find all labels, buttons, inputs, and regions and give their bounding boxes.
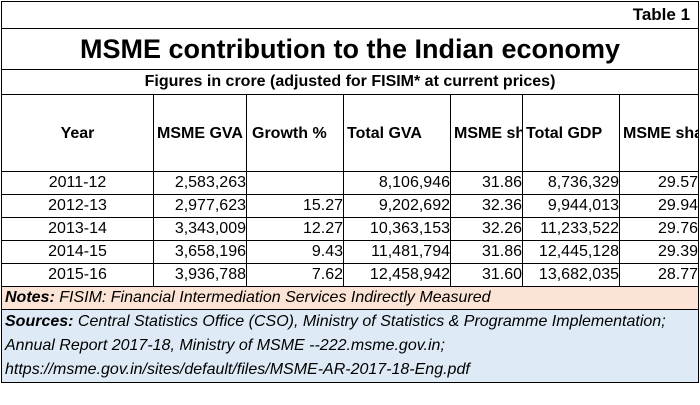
cell-total-gva: 11,481,794 [343, 240, 451, 264]
cell-total-gdp: 8,736,329 [522, 171, 620, 195]
cell-total-gdp: 11,233,522 [522, 217, 620, 241]
cell-growth: 9.43 [246, 240, 344, 264]
header-year: Year [1, 94, 154, 172]
cell-total-gdp: 13,682,035 [522, 263, 620, 287]
header-total-gdp: Total GDP [522, 94, 620, 172]
header-msme-share-gva: MSME share in GVA (%) [450, 94, 523, 172]
cell-total-gva: 10,363,153 [343, 217, 451, 241]
cell-msme-gva: 2,583,263 [153, 171, 247, 195]
cell-year: 2014-15 [1, 240, 154, 264]
cell-share-gva: 31.60 [450, 263, 523, 287]
cell-total-gva: 8,106,946 [343, 171, 451, 195]
sources-label: Sources: [5, 313, 74, 330]
header-total-gva: Total GVA [343, 94, 451, 172]
cell-share-gdp: 29.76 [618, 217, 700, 241]
table-row: 2011-12 2,583,263 8,106,946 31.86 8,736,… [1, 171, 700, 195]
cell-msme-gva: 2,977,623 [153, 194, 247, 218]
table-subtitle: Figures in crore (adjusted for FISIM* at… [0, 69, 700, 95]
cell-year: 2015-16 [1, 263, 154, 287]
cell-share-gdp: 29.94 [618, 194, 700, 218]
cell-share-gdp: 29.39 [618, 240, 700, 264]
table-row: 2015-16 3,936,788 7.62 12,458,942 31.60 … [1, 263, 700, 287]
cell-share-gva: 32.26 [450, 217, 523, 241]
cell-share-gva: 31.86 [450, 171, 523, 195]
cell-total-gva: 12,458,942 [343, 263, 451, 287]
table-row: 2014-15 3,658,196 9.43 11,481,794 31.86 … [1, 240, 700, 264]
cell-share-gva: 32.36 [450, 194, 523, 218]
notes-text: FISIM: Financial Intermediation Services… [54, 289, 491, 306]
cell-year: 2012-13 [1, 194, 154, 218]
notes-label: Notes: [5, 289, 55, 306]
table-row: 2013-14 3,343,009 12.27 10,363,153 32.26… [1, 217, 700, 241]
table-row: 2012-13 2,977,623 15.27 9,202,692 32.36 … [1, 194, 700, 218]
cell-year: 2013-14 [1, 217, 154, 241]
sources-row: Sources: Central Statistics Office (CSO)… [0, 309, 700, 383]
cell-msme-gva: 3,343,009 [153, 217, 247, 241]
cell-total-gdp: 12,445,128 [522, 240, 620, 264]
sources-text: Central Statistics Office (CSO), Ministr… [5, 313, 666, 378]
cell-growth: 7.62 [246, 263, 344, 287]
msme-table: Table 1 MSME contribution to the Indian … [0, 1, 700, 383]
cell-msme-gva: 3,658,196 [153, 240, 247, 264]
cell-growth: 12.27 [246, 217, 344, 241]
cell-total-gdp: 9,944,013 [522, 194, 620, 218]
cell-growth [246, 171, 344, 195]
header-growth: Growth % [246, 94, 344, 172]
cell-share-gdp: 28.77 [618, 263, 700, 287]
table-tag: Table 1 [0, 1, 700, 29]
cell-share-gva: 31.86 [450, 240, 523, 264]
cell-msme-gva: 3,936,788 [153, 263, 247, 287]
cell-year: 2011-12 [1, 171, 154, 195]
header-msme-gva: MSME GVA [153, 94, 247, 172]
header-row: Year MSME GVA Growth % Total GVA MSME sh… [1, 94, 700, 172]
cell-growth: 15.27 [246, 194, 344, 218]
header-msme-share-gdp: MSME share of GDP % [618, 94, 700, 172]
cell-share-gdp: 29.57 [618, 171, 700, 195]
table-title: MSME contribution to the Indian economy [0, 28, 700, 70]
notes-row: Notes: FISIM: Financial Intermediation S… [0, 286, 700, 310]
cell-total-gva: 9,202,692 [343, 194, 451, 218]
